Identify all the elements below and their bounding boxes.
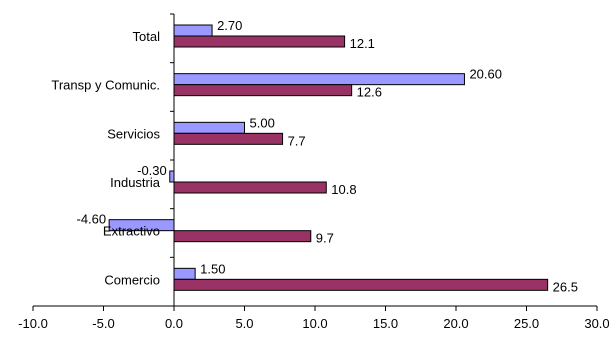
data-label: 7.7: [288, 133, 306, 148]
bars-group: [108, 24, 549, 291]
bar-series-1: [173, 73, 465, 86]
data-label: 20.60: [469, 67, 502, 82]
data-label: -4.60: [76, 212, 106, 227]
data-label: 2.70: [217, 18, 242, 33]
bar-series-2: [173, 84, 353, 97]
bar-series-2: [173, 278, 549, 291]
x-tick-label: -10.0: [18, 316, 48, 331]
category-label: Transp y Comunic.: [51, 78, 160, 93]
data-label: -0.30: [137, 163, 167, 178]
x-axis-ticks: -10.0 -5.0 0.0 5.0 10.0 15.0 20.0 25.0 30.0: [18, 13, 610, 331]
bar-series-2: [173, 230, 312, 243]
x-tick-label: 20.0: [443, 316, 468, 331]
x-tick-label: 15.0: [373, 316, 398, 331]
bar-series-1: [173, 121, 245, 134]
category-label: Extractivo: [103, 224, 160, 239]
x-tick-label: 10.0: [302, 316, 327, 331]
data-label: 12.1: [350, 36, 375, 51]
data-label: 5.00: [250, 115, 275, 130]
bar-series-2: [173, 181, 327, 194]
data-label: 10.8: [331, 182, 356, 197]
bar-series-1: [173, 24, 213, 37]
category-label: Total: [133, 29, 161, 44]
x-tick-label: 30.0: [584, 316, 609, 331]
labels-group: Total 2.70 12.1 Transp y Comunic. 20.60 12.6 S…: [51, 18, 578, 294]
x-tick-label: 0.0: [165, 316, 183, 331]
x-tick-label: 5.0: [235, 316, 253, 331]
x-tick-label: 25.0: [514, 316, 539, 331]
bar-series-1: [169, 170, 175, 183]
data-label: 26.5: [553, 279, 578, 294]
category-label: Comercio: [104, 272, 160, 287]
data-label: 12.6: [357, 85, 382, 100]
category-label: Servicios: [107, 126, 160, 141]
bar-series-1: [173, 267, 196, 280]
x-tick-label: -5.0: [92, 316, 114, 331]
bar-series-2: [173, 35, 346, 48]
category-label: Industria: [110, 175, 161, 190]
data-label: 1.50: [200, 261, 225, 276]
bar-series-2: [173, 132, 284, 145]
data-label: 9.7: [316, 231, 334, 246]
